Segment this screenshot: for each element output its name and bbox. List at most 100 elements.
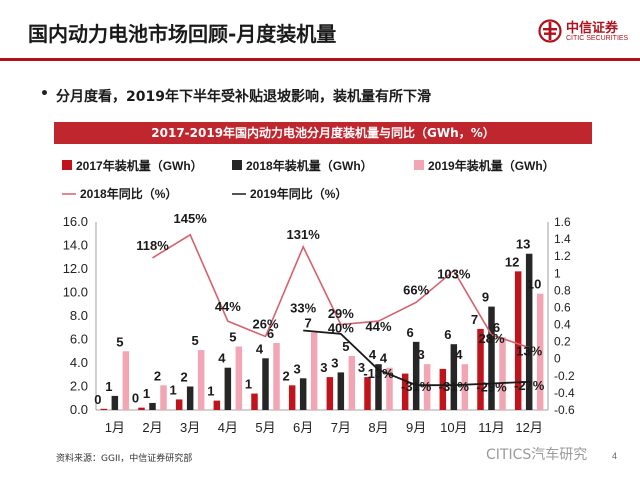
line-value-label: -31% — [439, 379, 470, 394]
bar-value-label: 3 — [294, 361, 301, 376]
line-value-label: -29% — [476, 380, 507, 395]
x-tick-label: 6月 — [293, 420, 313, 435]
bar-value-label: 6 — [267, 326, 274, 341]
bar-value-label: 1 — [207, 384, 214, 399]
bar-value-label: 7 — [471, 312, 478, 327]
bar — [160, 385, 167, 410]
y-right-tick-label: 1.6 — [554, 215, 571, 229]
legend-label: 2018年装机量（GWh） — [246, 158, 373, 173]
y-left-tick-label: 14.0 — [63, 238, 88, 253]
y-right-tick-label: -0.2 — [554, 369, 575, 383]
logo-mark-icon — [538, 19, 562, 43]
line-value-label: 28% — [478, 331, 504, 346]
bar-value-label: 13 — [516, 237, 530, 252]
y-right-tick-label: 1.4 — [554, 232, 571, 246]
bar-value-label: 4 — [380, 351, 388, 366]
y-right-tick-label: 0 — [554, 352, 561, 366]
bar — [348, 355, 356, 410]
y-right-tick-label: 1.2 — [554, 249, 571, 263]
y-left-tick-label: 2.0 — [70, 379, 88, 394]
y-left-tick-label: 4.0 — [70, 355, 88, 370]
page-title: 国内动力电池市场回顾-月度装机量 — [28, 22, 337, 46]
bar-value-label: 1 — [245, 377, 252, 392]
bar — [224, 367, 232, 410]
bar — [375, 364, 382, 410]
bar-value-label: 4 — [256, 341, 264, 356]
bar-value-label: 5 — [192, 333, 199, 348]
legend-label: 2017年装机量（GWh） — [76, 158, 203, 173]
bar-value-label: 4 — [455, 347, 463, 362]
bar-value-label: 0 — [94, 392, 101, 407]
bar-value-label: 4 — [369, 347, 377, 362]
legend-label: 2018年同比（%） — [80, 186, 177, 201]
bar — [251, 393, 258, 410]
bar — [175, 399, 183, 410]
line-value-label: 40% — [328, 321, 354, 336]
bar-value-label: 3 — [418, 347, 425, 362]
bar — [262, 358, 269, 410]
line-value-label: -31% — [401, 379, 432, 394]
bar — [235, 346, 243, 410]
bar-value-label: 0 — [132, 391, 139, 406]
bar — [412, 341, 420, 410]
line-2019-yoy — [303, 329, 530, 387]
logo-subtitle: CITIC SECURITIES — [566, 35, 629, 42]
y-right-tick-label: 0.2 — [554, 335, 571, 349]
y-right-tick-label: 0.6 — [554, 300, 571, 314]
line-value-label: 13% — [516, 344, 542, 359]
bar-value-label: 3 — [358, 360, 365, 375]
bar — [461, 364, 469, 410]
x-tick-label: 3月 — [180, 420, 200, 435]
x-tick-label: 4月 — [218, 420, 238, 435]
line-value-label: 145% — [174, 211, 208, 226]
bar — [386, 367, 393, 410]
bar-value-label: 7 — [305, 315, 312, 330]
bar — [288, 385, 296, 410]
bar — [337, 372, 345, 410]
x-tick-label: 2月 — [142, 420, 162, 435]
bar-value-label: 2 — [181, 370, 188, 385]
bar-value-label: 3 — [320, 360, 327, 375]
legend-label: 2019年装机量（GWh） — [428, 158, 555, 173]
bar — [122, 351, 130, 410]
bullet-text: 分月度看，2019年下半年受补贴退坡影响，装机量有所下滑 — [56, 89, 431, 105]
bar — [326, 377, 334, 410]
bar-value-label: 5 — [116, 334, 123, 349]
bar-value-label: 9 — [482, 290, 489, 305]
bar — [149, 402, 156, 410]
bar — [499, 337, 506, 410]
legend-swatch — [232, 160, 242, 170]
line-value-label: 131% — [287, 227, 321, 242]
bar-value-label: 2 — [154, 368, 161, 383]
bar-value-label: 6 — [407, 325, 414, 340]
line-value-label: 44% — [215, 299, 241, 314]
bar-value-label: 2 — [283, 368, 290, 383]
x-tick-label: 8月 — [368, 420, 388, 435]
line-value-label: 26% — [252, 317, 278, 332]
y-right-tick-label: 0.4 — [554, 318, 571, 332]
bar — [514, 271, 522, 410]
bar — [197, 350, 205, 410]
chart-title: 2017-2019年国内动力电池分月度装机量与同比（GWh，%） — [54, 122, 592, 144]
line-2018-yoy — [152, 233, 530, 349]
bar — [488, 306, 495, 410]
x-tick-label: 7月 — [331, 420, 351, 435]
line-value-label: 33% — [290, 301, 316, 316]
y-right-tick-label: -0.6 — [554, 403, 575, 417]
x-tick-label: 10月 — [440, 420, 467, 435]
line-value-label: 29% — [328, 306, 354, 321]
bar — [273, 343, 280, 410]
y-left-tick-label: 12.0 — [63, 261, 88, 276]
bullet-dot: • — [40, 86, 49, 102]
y-right-tick-label: 0.8 — [554, 283, 571, 297]
bar-value-label: 6 — [493, 320, 500, 335]
bar — [111, 395, 119, 410]
bar-value-label: 1 — [170, 382, 177, 397]
x-tick-label: 12月 — [515, 420, 542, 435]
bar-value-label: 1 — [105, 379, 112, 394]
x-tick-label: 11月 — [478, 420, 505, 435]
x-tick-label: 1月 — [105, 420, 125, 435]
source-note: 资料来源：GGII，中信证券研究部 — [56, 454, 193, 464]
y-left-tick-label: 0.0 — [70, 402, 88, 417]
